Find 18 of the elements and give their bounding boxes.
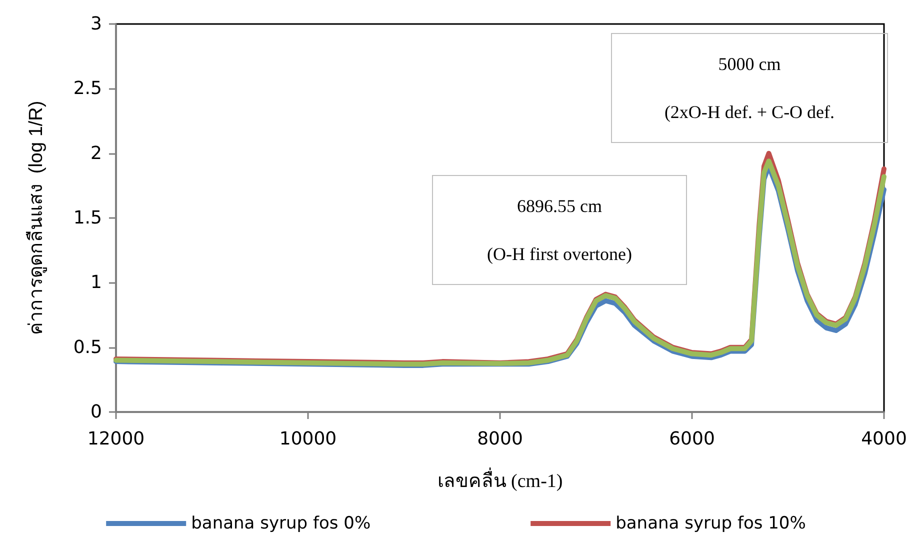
y-axis-title: ค่าการดูดกลืนแสง (log 1/R) <box>26 100 47 336</box>
x-tick-label: 12000 <box>87 428 145 450</box>
x-axis-title: เลขคลื่น (cm-1) <box>437 467 563 492</box>
y-tick-label: 2.5 <box>73 78 102 100</box>
y-tick-label: 3 <box>90 14 102 34</box>
x-tick-label: 8000 <box>477 428 523 450</box>
x-tick-label: 4000 <box>861 428 907 450</box>
y-tick-label: 1.5 <box>73 208 102 228</box>
y-tick-label: 2 <box>90 142 102 164</box>
legend-label: banana syrup fos 10% <box>616 514 806 534</box>
text: 5000 cm (2xO-H def. + C-O def. <box>664 54 835 122</box>
y-tick-label: 0 <box>90 402 102 422</box>
legend-label: banana syrup fos 0% <box>191 514 371 534</box>
text: 6896.55 cm (O-H first overtone) <box>487 196 632 264</box>
y-tick-label: 0.5 <box>73 336 102 358</box>
x-tick-label: 6000 <box>669 428 715 450</box>
y-tick-label: 1 <box>90 272 102 294</box>
x-tick-label: 10000 <box>279 428 337 450</box>
